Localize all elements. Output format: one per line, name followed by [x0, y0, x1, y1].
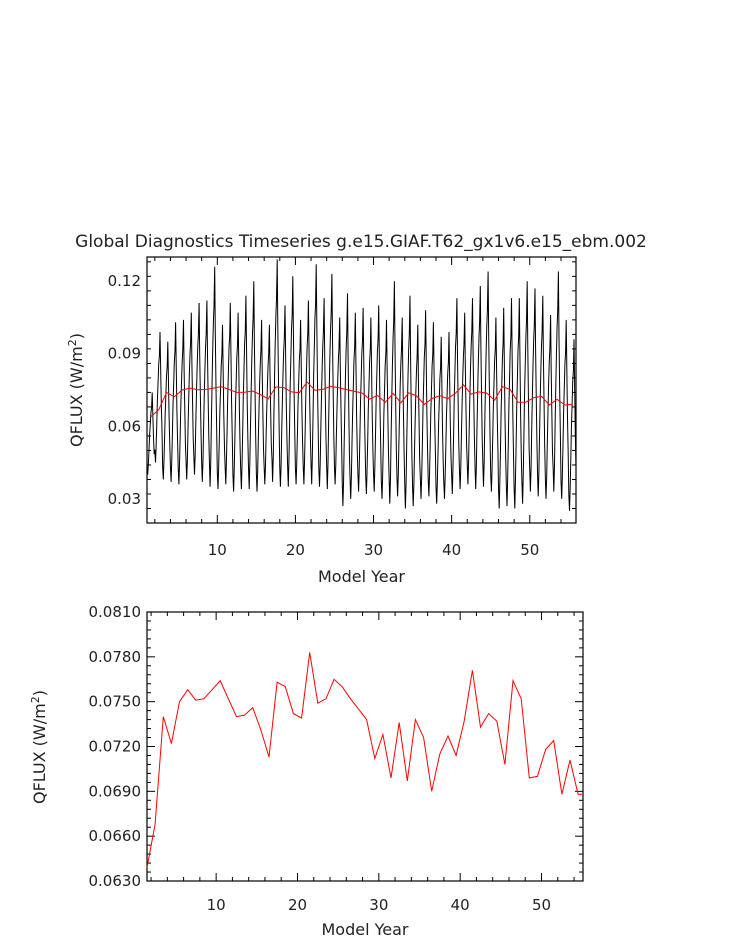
x-tick-label: 10 [207, 896, 226, 914]
series-line-annual [146, 652, 583, 868]
x-tick-label: 30 [369, 896, 388, 914]
chart-title: Global Diagnostics Timeseries g.e15.GIAF… [75, 232, 647, 252]
plot-frame [146, 256, 577, 524]
y-axis-label: QFLUX (W/m2) [66, 333, 86, 447]
y-tick-label: 0.03 [108, 490, 141, 508]
y-tick-label: 0.0750 [89, 693, 142, 711]
x-tick-label: 20 [288, 896, 307, 914]
series-line-annual [150, 381, 573, 418]
y-tick-label: 0.0720 [89, 738, 142, 756]
y-tick-label: 0.0660 [89, 827, 142, 845]
y-tick-label: 0.06 [108, 417, 141, 435]
x-tick-label: 40 [451, 896, 470, 914]
x-tick-label: 10 [208, 541, 227, 559]
chart-1-timeseries-monthly-annual: 10 20 30 40 50 0.03 0.06 0.09 0.12 Model Year QFLU… [66, 256, 577, 586]
x-tick-label: 40 [442, 541, 461, 559]
y-tick-label: 0.0810 [89, 603, 142, 621]
x-tick-label: 20 [286, 541, 305, 559]
y-tick-label: 0.12 [108, 272, 141, 290]
series-line-monthly [146, 259, 577, 511]
y-tick-label: 0.0780 [89, 648, 142, 666]
plot-frame [146, 611, 584, 882]
x-axis-label: Model Year [322, 920, 409, 939]
x-axis-label: Model Year [318, 567, 405, 586]
x-tick-label: 50 [532, 896, 551, 914]
y-tick-label: 0.09 [108, 345, 141, 363]
x-tick-label: 50 [520, 541, 539, 559]
x-tick-label: 30 [364, 541, 383, 559]
y-tick-label: 0.0630 [89, 872, 142, 890]
chart-2-timeseries-annual: 10 20 30 40 50 0.0630 0.0660 0.0690 0.0720 0.0750… [29, 603, 584, 939]
y-axis-label: QFLUX (W/m2) [29, 690, 49, 804]
y-tick-label: 0.0690 [89, 782, 142, 800]
